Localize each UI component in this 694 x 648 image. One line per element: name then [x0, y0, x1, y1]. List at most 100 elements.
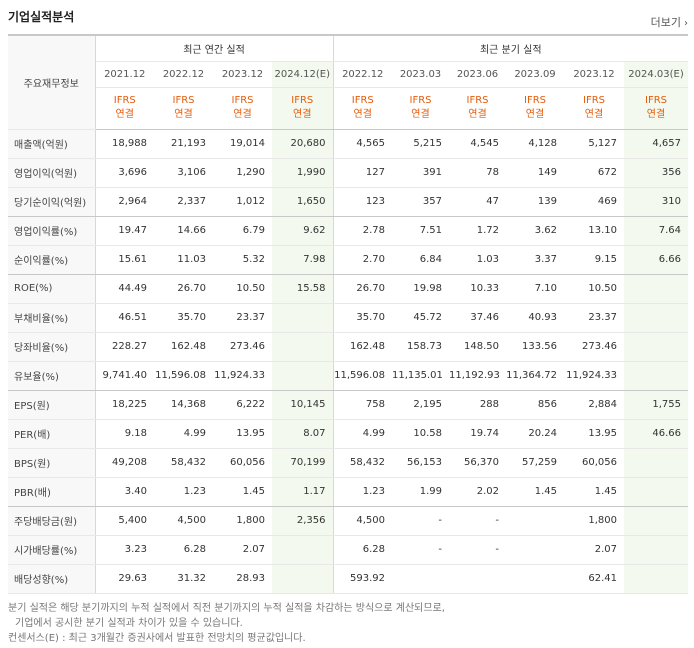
table-cell: 288 [449, 390, 506, 420]
table-cell: 13.95 [213, 419, 272, 449]
period-header: 2023.06 [449, 61, 506, 88]
table-cell [624, 332, 688, 362]
table-cell [624, 303, 688, 333]
period-header: 2024.12(E) [272, 61, 334, 88]
row-header-corner: 주요재무정보 [8, 34, 96, 130]
table-cell: 10.33 [449, 274, 506, 304]
table-cell: 31.32 [154, 564, 213, 594]
table-cell: 6.28 [333, 535, 392, 565]
table-cell: 20,680 [272, 129, 334, 159]
table-cell [624, 274, 688, 304]
basis-standard: IFRS [583, 95, 605, 106]
table-cell [506, 506, 564, 536]
more-link[interactable]: 더보기 › [651, 14, 688, 30]
table-cell: 1.45 [564, 477, 624, 507]
table-cell: 1,755 [624, 390, 688, 420]
table-cell: 1,800 [213, 506, 272, 536]
row-label: ROE(%) [8, 274, 96, 304]
table-cell: 273.46 [213, 332, 272, 362]
table-cell: 5,215 [392, 129, 449, 159]
basis-header: IFRS 연결 [506, 87, 564, 130]
basis-scope: 연결 [584, 109, 604, 120]
note-line-2: 기업에서 공시한 분기 실적과 차이가 있을 수 있습니다. [15, 618, 243, 629]
basis-header: IFRS 연결 [624, 87, 688, 130]
row-label: 영업이익률(%) [8, 216, 96, 246]
row-label: 부채비율(%) [8, 303, 96, 333]
table-cell [624, 535, 688, 565]
table-cell: 10.50 [213, 274, 272, 304]
table-cell: 4,500 [154, 506, 213, 536]
table-cell: 1.45 [506, 477, 564, 507]
table-cell: 127 [333, 158, 392, 188]
table-cell: 123 [333, 187, 392, 217]
table-cell [506, 535, 564, 565]
annual-group-header: 최근 연간 실적 [95, 34, 334, 62]
table-cell: 672 [564, 158, 624, 188]
table-cell: 2.02 [449, 477, 506, 507]
table-row: 당좌비율(%) 228.27 162.48 273.46 162.48 158.73 148… [8, 332, 688, 362]
table-cell: 5,127 [564, 129, 624, 159]
basis-header: IFRS 연결 [449, 87, 506, 130]
table-cell: 19.74 [449, 419, 506, 449]
table-cell: 1.45 [213, 477, 272, 507]
table-cell: 4,565 [333, 129, 392, 159]
basis-scope: 연결 [353, 109, 372, 120]
table-cell: 11,596.08 [154, 361, 213, 391]
table-cell: 3.37 [506, 245, 564, 275]
table-cell [624, 361, 688, 391]
table-cell: 11,924.33 [213, 361, 272, 391]
table-cell: 9.18 [95, 419, 154, 449]
table-cell [272, 535, 334, 565]
table-cell: 58,432 [333, 448, 392, 478]
table-cell: 2.07 [564, 535, 624, 565]
table-cell: 1.72 [449, 216, 506, 246]
table-cell: 11,924.33 [564, 361, 624, 391]
table-cell: 60,056 [213, 448, 272, 478]
table-cell: 6.79 [213, 216, 272, 246]
table-cell: 1.03 [449, 245, 506, 275]
basis-header: IFRS 연결 [154, 87, 213, 130]
table-row: 주당배당금(원) 5,400 4,500 1,800 2,356 4,500- -1,800 [8, 506, 688, 536]
table-cell: 35.70 [154, 303, 213, 333]
chevron-right-icon: › [684, 18, 688, 29]
table-cell: 62.41 [564, 564, 624, 594]
table-cell: 9,741.40 [95, 361, 154, 391]
table-cell: 149 [506, 158, 564, 188]
table-cell: 46.51 [95, 303, 154, 333]
table-cell: 18,988 [95, 129, 154, 159]
basis-header: IFRS 연결 [392, 87, 449, 130]
table-cell: 162.48 [333, 332, 392, 362]
table-cell: 310 [624, 187, 688, 217]
table-cell: 3.23 [95, 535, 154, 565]
table-cell: 3,106 [154, 158, 213, 188]
period-header: 2023.09 [506, 61, 564, 88]
table-cell: 356 [624, 158, 688, 188]
table-cell: 593.92 [333, 564, 392, 594]
table-row: 부채비율(%) 46.51 35.70 23.37 35.70 45.72 37.46 40.… [8, 303, 688, 333]
row-label: PBR(배) [8, 477, 96, 507]
row-label: EPS(원) [8, 390, 96, 420]
table-cell: 2,884 [564, 390, 624, 420]
basis-header: IFRS 연결 [272, 87, 334, 130]
table-cell: - [392, 506, 449, 536]
basis-standard: IFRS [645, 95, 667, 106]
basis-standard: IFRS [291, 95, 314, 106]
table-cell: 469 [564, 187, 624, 217]
table-cell: 5,400 [95, 506, 154, 536]
table-cell [624, 564, 688, 594]
table-cell: 4,500 [333, 506, 392, 536]
table-cell: 3.40 [95, 477, 154, 507]
table-cell [624, 477, 688, 507]
table-cell: 2.07 [213, 535, 272, 565]
table-cell: 10,145 [272, 390, 334, 420]
table-cell: 13.10 [564, 216, 624, 246]
table-cell: 4.99 [333, 419, 392, 449]
table-row: 유보율(%) 9,741.40 11,596.08 11,924.33 11,596.0… [8, 361, 688, 391]
table-cell: 228.27 [95, 332, 154, 362]
table-cell: 2,964 [95, 187, 154, 217]
table-cell: 9.15 [564, 245, 624, 275]
row-label: 순이익률(%) [8, 245, 96, 275]
table-cell: 8.07 [272, 419, 334, 449]
table-cell [624, 506, 688, 536]
basis-standard: IFRS [466, 95, 489, 106]
